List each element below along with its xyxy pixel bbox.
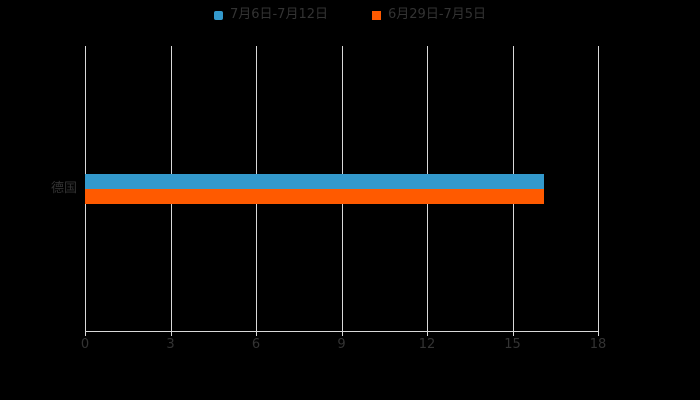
x-tick-label-12: 12 (418, 337, 436, 352)
legend-marker-square-icon (372, 10, 381, 20)
legend-item-series-1[interactable]: 7月6日-7月12日 (213, 7, 328, 22)
chart-legend: 7月6日-7月12日 6月29日-7月5日 (0, 4, 700, 26)
x-tick-6 (256, 331, 257, 336)
x-tick-3 (170, 331, 172, 336)
x-tick-label-18: 18 (589, 337, 607, 352)
legend-marker-circle-icon (213, 10, 223, 20)
x-tick-15 (512, 331, 514, 336)
y-category-label-德国: 德国 (50, 180, 77, 196)
x-tick-18 (598, 331, 599, 336)
x-tick-12 (427, 331, 428, 336)
x-tick-label-6: 6 (251, 337, 261, 352)
x-tick-0 (85, 331, 86, 336)
x-tick-label-9: 9 (337, 337, 346, 352)
legend-label-series-1: 7月6日-7月12日 (229, 7, 328, 22)
gridline-x-18 (598, 46, 599, 331)
legend-label-series-2: 6月29日-7月5日 (388, 7, 487, 22)
legend-item-series-2[interactable]: 6月29日-7月5日 (372, 8, 486, 22)
bar-德国-series-2[interactable] (85, 189, 544, 204)
x-tick-label-15: 15 (504, 337, 521, 352)
x-tick-9 (341, 331, 343, 336)
bar-德国-series-1[interactable] (85, 174, 544, 189)
x-tick-label-3: 3 (166, 337, 175, 352)
x-tick-label-0: 0 (80, 337, 90, 352)
